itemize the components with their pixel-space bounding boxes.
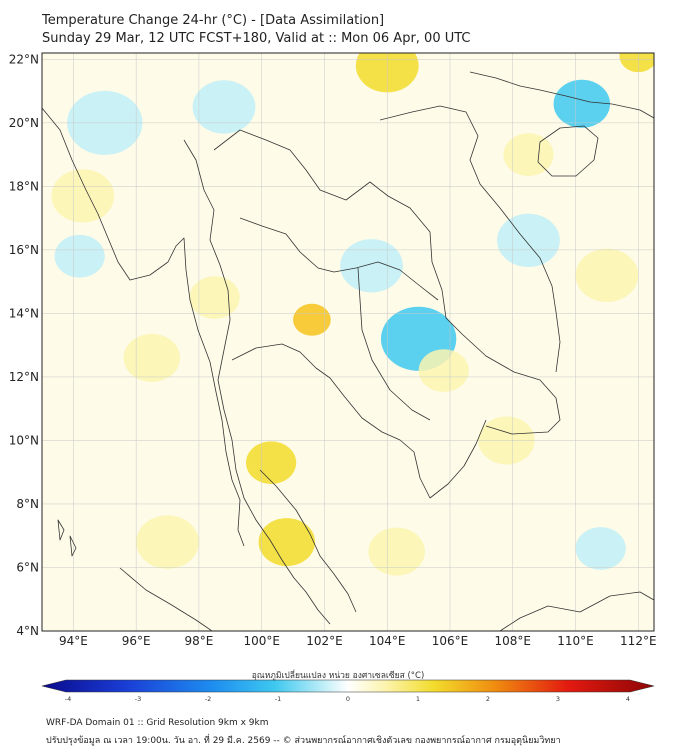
anomaly-patch-7 bbox=[51, 169, 115, 223]
map-title: Temperature Change 24-hr (°C) - [Data As… bbox=[42, 13, 385, 28]
colorbar-tick-label: 2 bbox=[486, 695, 490, 703]
anomaly-patch-6 bbox=[246, 441, 297, 485]
lon-label: 102°E bbox=[306, 634, 343, 648]
anomaly-patch-19 bbox=[368, 527, 425, 576]
latitude-labels: 22°N 20°N 18°N 16°N 14°N 12°N 10°N 8°N 6°N 4°N bbox=[9, 52, 39, 638]
anomaly-patch-15 bbox=[54, 234, 105, 278]
map-subtitle: Sunday 29 Mar, 12 UTC FCST+180, Valid at… bbox=[42, 31, 471, 46]
lat-label: 10°N bbox=[9, 433, 39, 447]
colorbar-tick-label: 3 bbox=[556, 695, 560, 703]
graticule bbox=[42, 53, 654, 631]
lat-label: 22°N bbox=[9, 52, 39, 66]
anomaly-patch-17 bbox=[619, 53, 654, 73]
anomaly-patch-14 bbox=[192, 80, 256, 134]
anomaly-patch-20 bbox=[575, 248, 639, 302]
lon-label: 94°E bbox=[59, 634, 88, 648]
country-boundaries bbox=[42, 71, 654, 631]
lat-label: 4°N bbox=[16, 624, 39, 638]
temperature-anomaly-field bbox=[51, 53, 654, 576]
anomaly-patch-5 bbox=[258, 518, 316, 567]
update-credit: ปรับปรุงข้อมูล ณ เวลา 19:00น. วัน อา. ที… bbox=[46, 736, 561, 746]
colorbar-tick-label: 4 bbox=[626, 695, 630, 703]
colorbar-tick-label: -3 bbox=[135, 695, 141, 703]
anomaly-patch-9 bbox=[418, 349, 469, 392]
anomaly-patch-2 bbox=[553, 79, 611, 128]
lon-label: 100°E bbox=[243, 634, 280, 648]
lat-label: 16°N bbox=[9, 243, 39, 257]
lat-label: 8°N bbox=[16, 497, 39, 511]
lon-label: 112°E bbox=[620, 634, 657, 648]
lat-label: 6°N bbox=[16, 560, 39, 574]
anomaly-patch-1 bbox=[340, 239, 403, 293]
colorbar-tick-label: -2 bbox=[205, 695, 211, 703]
colorbar-ticks: -4 -3 -2 -1 0 1 2 3 4 bbox=[65, 695, 630, 703]
map-frame bbox=[41, 52, 655, 632]
anomaly-patch-8 bbox=[189, 276, 240, 319]
colorbar-tick-label: -4 bbox=[65, 695, 71, 703]
lon-label: 104°E bbox=[369, 634, 406, 648]
colorbar-tick-label: 1 bbox=[416, 695, 420, 703]
lat-label: 20°N bbox=[9, 116, 39, 130]
anomaly-patch-4 bbox=[293, 303, 331, 336]
colorbar-tick-label: -1 bbox=[275, 695, 281, 703]
lat-label: 18°N bbox=[9, 179, 39, 193]
lat-label: 14°N bbox=[9, 306, 39, 320]
anomaly-patch-11 bbox=[575, 527, 626, 570]
anomaly-patch-18 bbox=[136, 515, 199, 569]
anomaly-patch-16 bbox=[497, 213, 560, 268]
lat-label: 12°N bbox=[9, 370, 39, 384]
longitude-labels: 94°E 96°E 98°E 100°E 102°E 104°E 106°E 108°E 110… bbox=[59, 634, 657, 648]
colorbar: -4 -3 -2 -1 0 1 2 3 4 bbox=[41, 679, 655, 703]
model-info: WRF-DA Domain 01 :: Grid Resolution 9km … bbox=[46, 718, 269, 728]
colorbar-title: อุณหภูมิเปลี่ยนแปลง หน่วย องศาเซลเซียส (… bbox=[251, 671, 425, 681]
lon-label: 106°E bbox=[432, 634, 469, 648]
lon-label: 110°E bbox=[557, 634, 594, 648]
colorbar-tick-label: 0 bbox=[346, 695, 350, 703]
anomaly-patch-12 bbox=[123, 333, 181, 382]
lon-label: 108°E bbox=[495, 634, 532, 648]
lon-label: 98°E bbox=[184, 634, 213, 648]
lon-label: 96°E bbox=[122, 634, 151, 648]
